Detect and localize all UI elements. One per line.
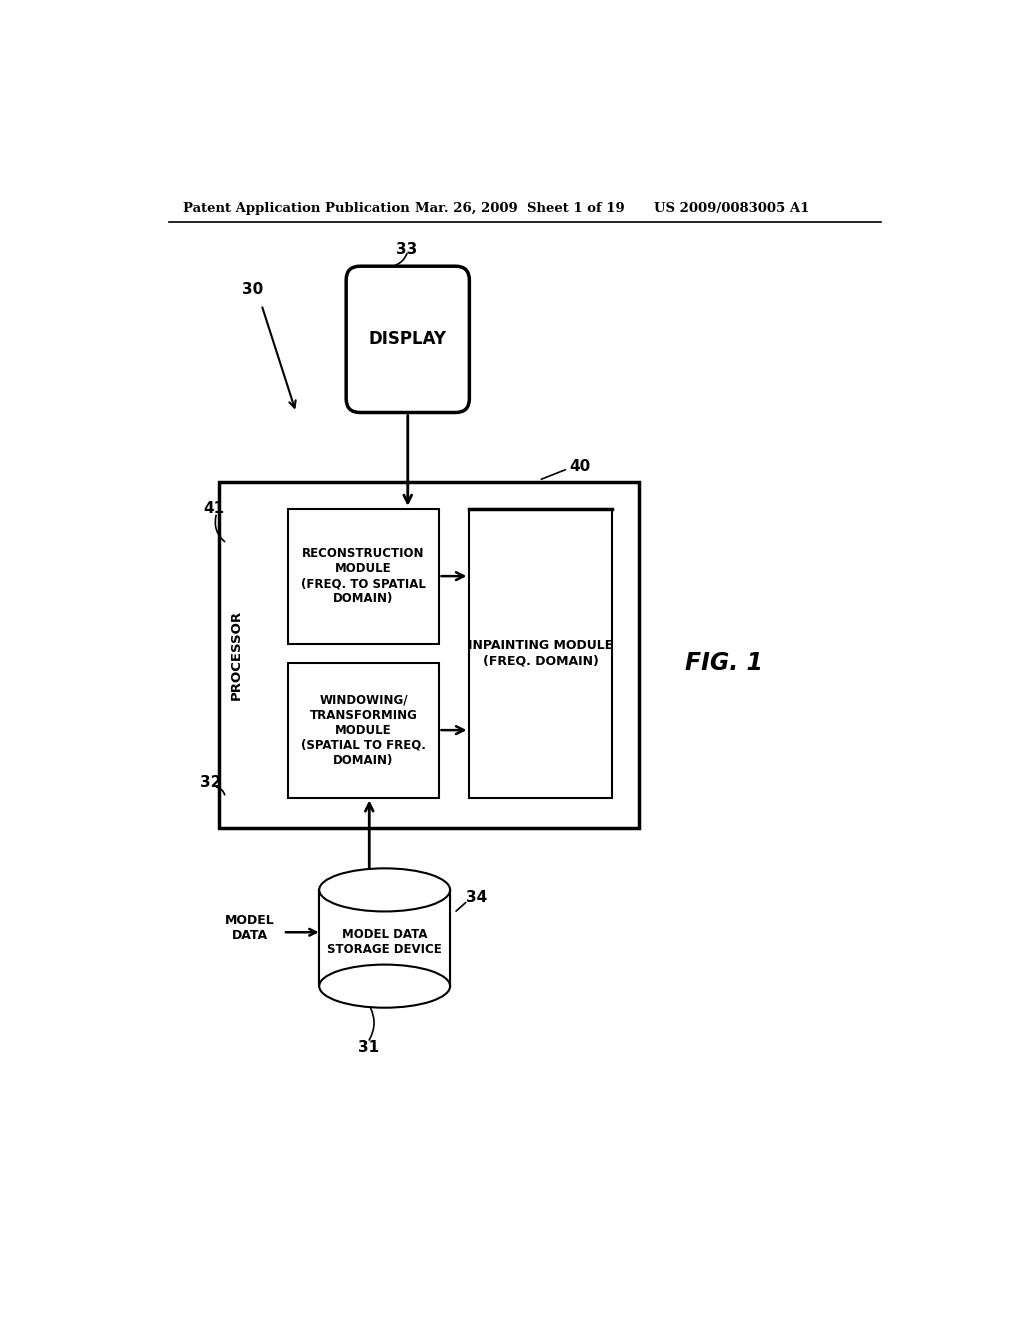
- Text: 40: 40: [569, 459, 591, 474]
- Text: FIG. 1: FIG. 1: [685, 651, 763, 675]
- Text: INPAINTING MODULE
(FREQ. DOMAIN): INPAINTING MODULE (FREQ. DOMAIN): [468, 639, 613, 667]
- Text: 34: 34: [466, 890, 486, 906]
- Text: Mar. 26, 2009  Sheet 1 of 19: Mar. 26, 2009 Sheet 1 of 19: [416, 202, 626, 215]
- Text: 32: 32: [200, 775, 221, 789]
- Ellipse shape: [319, 869, 451, 911]
- Text: RECONSTRUCTION
MODULE
(FREQ. TO SPATIAL
DOMAIN): RECONSTRUCTION MODULE (FREQ. TO SPATIAL …: [301, 546, 426, 605]
- Text: US 2009/0083005 A1: US 2009/0083005 A1: [654, 202, 810, 215]
- Bar: [319, 890, 451, 986]
- Text: Patent Application Publication: Patent Application Publication: [183, 202, 410, 215]
- Text: 31: 31: [357, 1040, 379, 1055]
- Ellipse shape: [319, 965, 451, 1007]
- Text: 30: 30: [243, 281, 263, 297]
- Text: 33: 33: [396, 242, 418, 257]
- FancyBboxPatch shape: [346, 267, 469, 412]
- Text: MODEL DATA
STORAGE DEVICE: MODEL DATA STORAGE DEVICE: [328, 928, 442, 956]
- Text: 41: 41: [204, 502, 225, 516]
- Bar: [469, 508, 611, 797]
- Bar: [219, 482, 639, 829]
- Bar: [289, 508, 438, 644]
- Text: WINDOWING/
TRANSFORMING
MODULE
(SPATIAL TO FREQ.
DOMAIN): WINDOWING/ TRANSFORMING MODULE (SPATIAL …: [301, 693, 426, 767]
- Text: DISPLAY: DISPLAY: [369, 330, 446, 348]
- Text: PROCESSOR: PROCESSOR: [229, 610, 243, 700]
- Bar: [289, 663, 438, 797]
- Text: MODEL
DATA: MODEL DATA: [225, 915, 274, 942]
